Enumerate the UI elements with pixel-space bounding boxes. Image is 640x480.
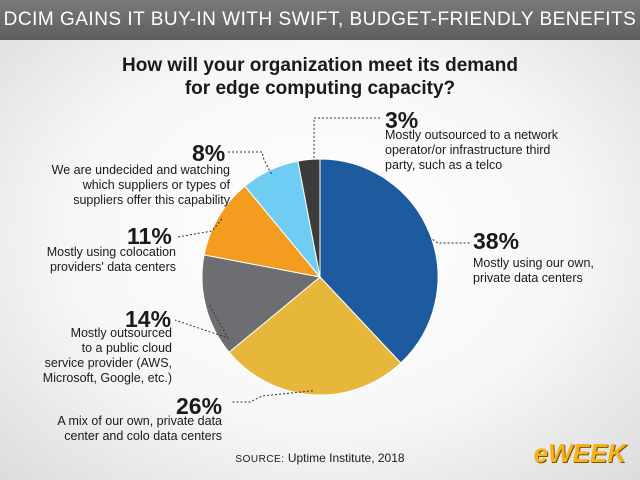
desc-line: service provider (AWS, [44,356,172,370]
pie-slice-11 [203,185,322,278]
source-note: SOURCE: Uptime Institute, 2018 [0,451,640,465]
desc-line: center and colo data centers [64,429,222,443]
desc-line: private data centers [473,271,583,285]
desc-line: Mostly outsourced [70,326,172,340]
slice-desc-26: A mix of our own, private data center an… [57,414,222,444]
desc-line: operator/or infrastructure third [385,143,551,157]
desc-line: A mix of our own, private data [57,414,222,428]
pie-slice-38 [319,158,439,364]
pie-slice-26 [228,276,402,396]
slice-desc-3: Mostly outsourced to a network operator/… [385,128,558,173]
slice-label-26: 26% [176,393,223,419]
slice-label-14: 14% [125,306,172,332]
leader-line-14 [174,305,230,339]
slice-desc-11: Mostly using colocation providers' data … [47,245,176,275]
slice-label-3: 3% [385,107,419,133]
slice-desc-8: We are undecided and watching which supp… [52,163,230,208]
header-bar [0,0,640,40]
eweek-logo: eWEEK [533,438,626,468]
desc-line: suppliers offer this capability [73,193,230,207]
leader-line-8 [228,151,272,175]
desc-line: providers' data centers [49,260,176,274]
slice-label-38: 38% [473,228,520,254]
chart-title-line-2: for edge computing capacity? [184,78,456,99]
chart-title: How will your organization meet its dema… [80,54,560,100]
pie-slice-3 [297,158,321,278]
desc-line: which suppliers or types of [82,178,230,192]
source-text: Uptime Institute, 2018 [287,451,405,465]
slice-label-11: 11% [127,223,172,249]
leader-line-38 [425,234,470,244]
chart-title-line-1: How will your organization meet its dema… [122,55,518,76]
leader-lines [174,117,470,403]
desc-line: Mostly using colocation [46,245,176,259]
slice-label-8: 8% [192,140,226,166]
slice-desc-14: Mostly outsourced to a public cloud serv… [43,326,172,386]
slice-desc-38: Mostly using our own, private data cente… [473,256,594,286]
header-title: DCIM GAINS IT BUY-IN WITH SWIFT, BUDGET-… [3,9,637,30]
desc-line: Mostly using our own, [473,256,594,270]
desc-line: We are undecided and watching [51,163,230,177]
source-label: SOURCE: [235,454,285,465]
leader-line-26 [232,390,313,403]
desc-line: to a public cloud [81,341,172,355]
leader-line-11 [177,218,223,238]
desc-line: Mostly outsourced to a network [385,128,558,142]
leader-line-3 [308,117,382,164]
pie-slice-14 [201,254,322,353]
desc-line: party, such as a telco [385,158,503,172]
desc-line: Microsoft, Google, etc.) [42,371,172,385]
pie-slices [201,158,439,396]
